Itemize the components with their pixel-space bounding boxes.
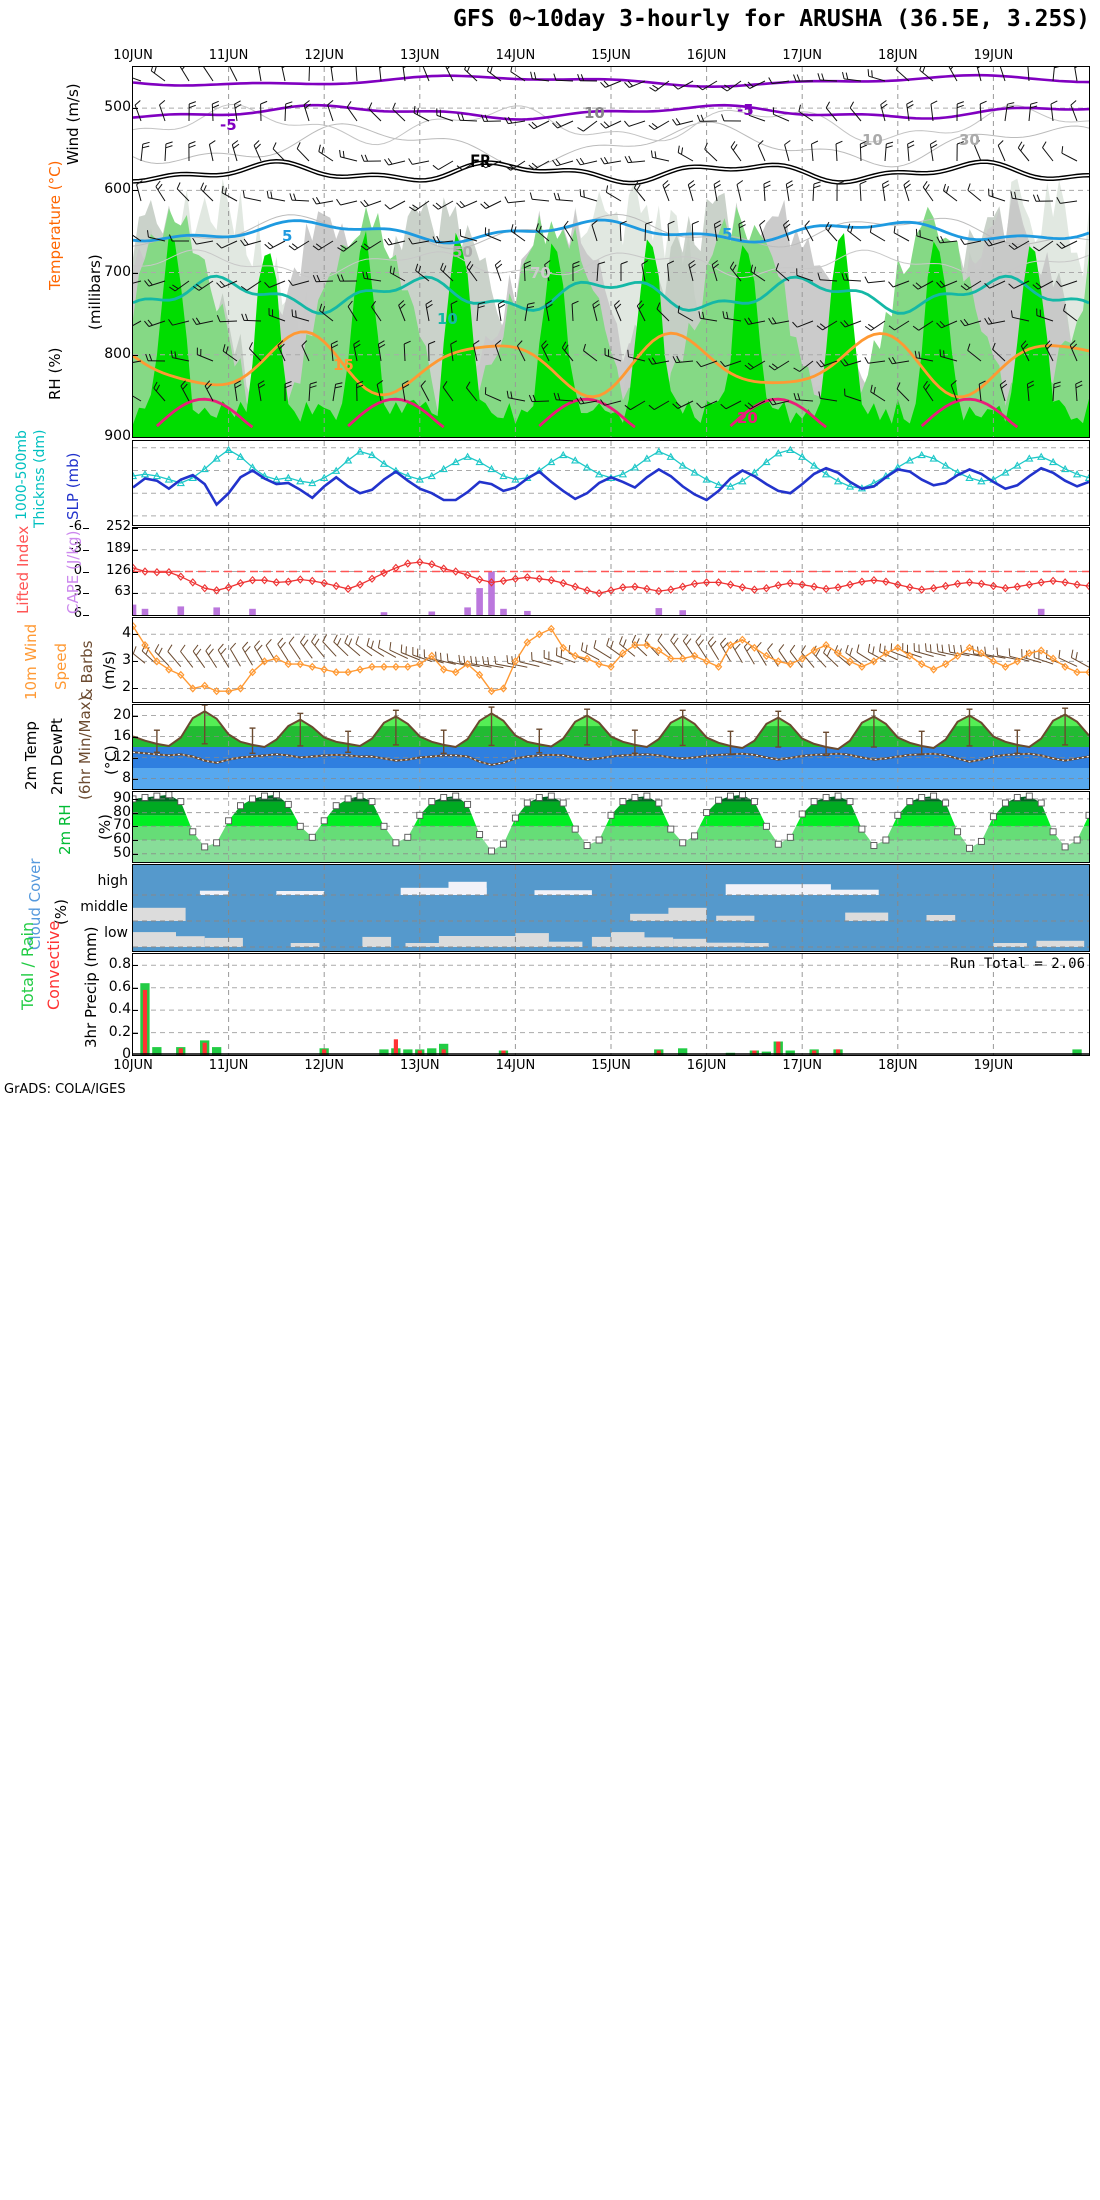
axis-label: Wind (m/s) xyxy=(64,83,82,165)
date-tick-10jun: 10JUN xyxy=(103,48,163,63)
date-tick-13jun: 13JUN xyxy=(390,48,450,63)
cloud-level-label: middle xyxy=(60,899,128,915)
date-tick-18jun: 18JUN xyxy=(868,48,928,63)
grads-credit: GrADS: COLA/IGES xyxy=(4,1082,126,1097)
y-tick-label: 0.2 xyxy=(85,1024,131,1040)
y-tick-mark xyxy=(83,550,89,551)
cloud-level-label: high xyxy=(60,873,128,889)
date-tick-13jun: 13JUN xyxy=(390,1058,450,1073)
axis-label: 2m RH xyxy=(56,804,74,855)
panel-upper-air xyxy=(132,66,1090,438)
y-tick-label: 80 xyxy=(85,804,131,820)
y-tick-label: 252 xyxy=(85,519,131,534)
y-tick-label: 900 xyxy=(85,428,131,444)
y-tick-label: 0 xyxy=(36,563,82,578)
date-tick-14jun: 14JUN xyxy=(485,1058,545,1073)
meteogram-root: GFS 0~10day 3-hourly for ARUSHA (36.5E, … xyxy=(0,0,1100,1100)
y-tick-label: 60 xyxy=(85,831,131,847)
panel-10m-wind xyxy=(132,617,1090,703)
y-tick-label: -3 xyxy=(36,541,82,556)
axis-label: (millibars) xyxy=(86,254,104,330)
panel-slp-thickness xyxy=(132,440,1090,526)
panel-precip: Run Total = 2.06 xyxy=(132,953,1090,1056)
cloud-level-label: low xyxy=(60,925,128,941)
y-tick-label: 8 xyxy=(85,770,131,786)
y-tick-label: 0.6 xyxy=(85,979,131,995)
axis-label: 10m Wind xyxy=(22,624,40,700)
axis-label: SLP (mb) xyxy=(64,452,82,520)
y-tick-label: 700 xyxy=(85,264,131,280)
run-total-label: Run Total = 2.06 xyxy=(950,956,1085,972)
axis-label: 1000-500mb xyxy=(14,430,30,520)
axis-label: (6hr Min/Max) xyxy=(76,696,94,800)
date-tick-17jun: 17JUN xyxy=(772,1058,832,1073)
y-tick-mark xyxy=(83,572,89,573)
y-tick-label: 90 xyxy=(85,790,131,806)
axis-label: 2m DewPt xyxy=(48,718,66,795)
axis-label: Total / Rain xyxy=(18,922,37,1010)
y-tick-label: 3 xyxy=(36,584,82,599)
date-tick-15jun: 15JUN xyxy=(581,48,641,63)
y-tick-label: 12 xyxy=(85,749,131,765)
date-tick-17jun: 17JUN xyxy=(772,48,832,63)
date-tick-15jun: 15JUN xyxy=(581,1058,641,1073)
axis-label: Speed xyxy=(52,643,70,690)
y-tick-label: -6 xyxy=(36,519,82,534)
y-tick-label: 70 xyxy=(85,817,131,833)
date-tick-16jun: 16JUN xyxy=(677,48,737,63)
axis-label: (°C) xyxy=(102,745,120,775)
axis-label: Thicknss (dm) xyxy=(32,430,48,528)
y-tick-mark xyxy=(83,615,89,616)
date-tick-12jun: 12JUN xyxy=(294,1058,354,1073)
date-tick-10jun: 10JUN xyxy=(103,1058,163,1073)
y-tick-label: 800 xyxy=(85,346,131,362)
page-title: GFS 0~10day 3-hourly for ARUSHA (36.5E, … xyxy=(0,6,1090,32)
y-tick-mark xyxy=(83,528,89,529)
panel-2m-temp xyxy=(132,704,1090,790)
y-tick-label: 600 xyxy=(85,181,131,197)
date-tick-19jun: 19JUN xyxy=(963,1058,1023,1073)
axis-label: Convective xyxy=(44,921,63,1010)
date-tick-19jun: 19JUN xyxy=(963,48,1023,63)
axis-label: RH (%) xyxy=(46,348,64,400)
y-tick-label: 63 xyxy=(85,584,131,599)
axis-label: Temperature (°C) xyxy=(46,161,64,290)
axis-label: 3hr Precip (mm) xyxy=(82,927,100,1048)
axis-label: 2m Temp xyxy=(22,721,40,790)
y-tick-label: 16 xyxy=(85,728,131,744)
axis-label: & Barbs xyxy=(78,641,96,700)
bottom-date-axis: 10JUN 11JUN 12JUN 13JUN 14JUN 15JUN 16JUN 17JUN… xyxy=(0,1058,1100,1076)
panel-lifted-cape xyxy=(132,527,1090,616)
date-tick-12jun: 12JUN xyxy=(294,48,354,63)
y-tick-label: 126 xyxy=(85,563,131,578)
date-tick-16jun: 16JUN xyxy=(677,1058,737,1073)
y-tick-label: 50 xyxy=(85,845,131,861)
axis-label: Lifted Index xyxy=(14,526,32,614)
y-tick-mark xyxy=(83,593,89,594)
panel-2m-rh xyxy=(132,791,1090,863)
y-tick-label: 189 xyxy=(85,541,131,556)
y-tick-label: 4 xyxy=(85,625,131,641)
date-tick-18jun: 18JUN xyxy=(868,1058,928,1073)
y-tick-label: 2 xyxy=(85,679,131,695)
y-tick-label: 0.8 xyxy=(85,956,131,972)
date-tick-14jun: 14JUN xyxy=(485,48,545,63)
axis-label: (m/s) xyxy=(100,651,118,690)
y-tick-label: 0.4 xyxy=(85,1001,131,1017)
top-date-axis: 10JUN 11JUN 12JUN 13JUN 14JUN 15JUN 16JUN 17JUN… xyxy=(0,48,1100,66)
date-tick-11jun: 11JUN xyxy=(199,48,259,63)
axis-label: Cloud Cover xyxy=(26,858,44,950)
panel-cloud-cover xyxy=(132,864,1090,952)
axis-label: (%) xyxy=(52,899,70,925)
y-tick-label: 3 xyxy=(85,652,131,668)
y-tick-label: 20 xyxy=(85,707,131,723)
axis-label: CAPE (J/kg) xyxy=(64,531,82,614)
y-tick-label: 6 xyxy=(36,606,82,621)
axis-label: (%) xyxy=(96,814,114,840)
date-tick-11jun: 11JUN xyxy=(199,1058,259,1073)
rh-legend-swatch xyxy=(32,318,58,404)
y-tick-label: 500 xyxy=(85,99,131,115)
